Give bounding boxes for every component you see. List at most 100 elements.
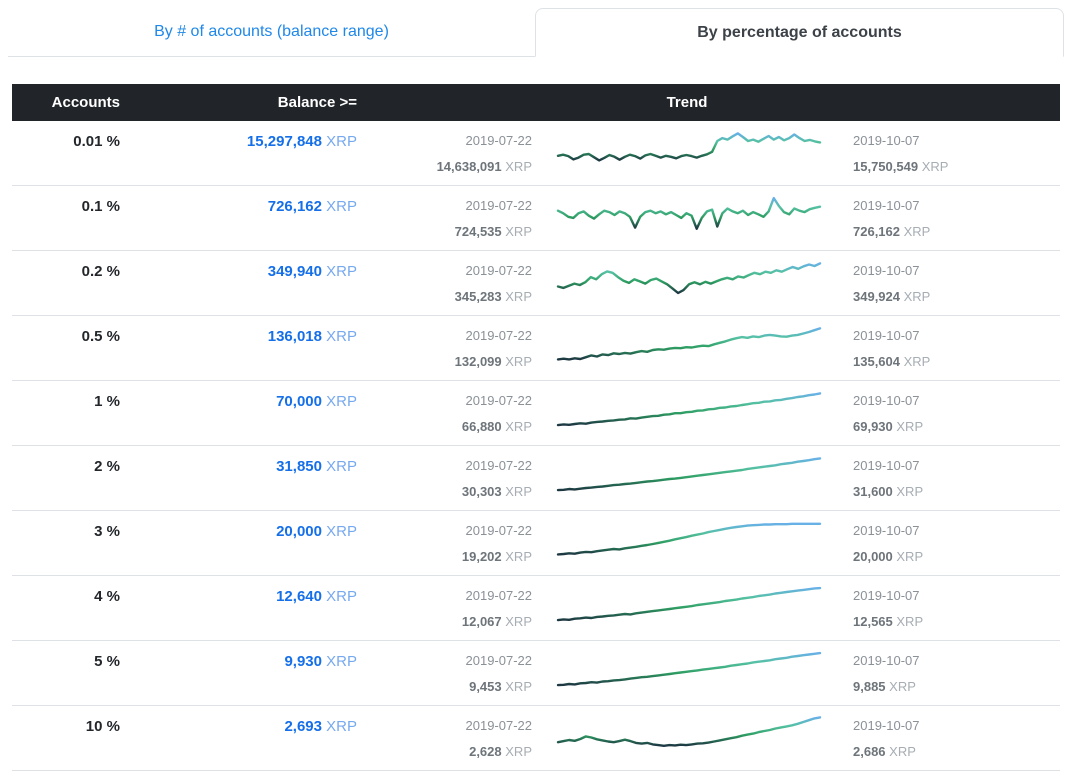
trend-sparkline-chart <box>556 327 822 361</box>
trend-end-cell: 2019-10-07 12,565 XRP <box>842 576 1060 640</box>
table-row: 2 % 31,850 XRP 2019-07-22 30,303 XRP 201… <box>12 446 1060 511</box>
end-value-line: 349,924 XRP <box>853 287 1060 307</box>
balance-cell: 31,850 XRP <box>120 446 357 510</box>
end-unit: XRP <box>921 159 949 174</box>
balance-link[interactable]: 31,850 XRP <box>276 458 357 475</box>
trend-end-cell: 2019-10-07 135,604 XRP <box>842 316 1060 380</box>
start-date: 2019-07-22 <box>465 458 533 473</box>
end-value-line: 15,750,549 XRP <box>853 157 1060 177</box>
trend-sparkline-chart <box>556 196 822 230</box>
balance-link[interactable]: 15,297,848 XRP <box>247 133 357 150</box>
start-value: 345,283 <box>454 289 502 304</box>
balance-cell: 15,297,848 XRP <box>120 121 357 185</box>
end-value-line: 12,565 XRP <box>853 612 1060 632</box>
start-value-line: 19,202 XRP <box>357 547 532 567</box>
accounts-percent: 2 % <box>94 458 120 475</box>
balance-cell: 2,693 XRP <box>120 706 357 770</box>
trend-start-cell: 2019-07-22 19,202 XRP <box>357 511 532 575</box>
trend-start-cell: 2019-07-22 132,099 XRP <box>357 316 532 380</box>
header-trend: Trend <box>666 94 708 111</box>
balance-unit: XRP <box>326 133 357 150</box>
end-date: 2019-10-07 <box>853 458 920 473</box>
balance-link[interactable]: 726,162 XRP <box>268 198 357 215</box>
end-date: 2019-10-07 <box>853 588 920 603</box>
trend-sparkline-chart <box>556 586 822 622</box>
start-unit: XRP <box>505 419 532 434</box>
trend-sparkline-chart <box>556 651 822 687</box>
start-date: 2019-07-22 <box>465 263 533 278</box>
balance-cell: 349,940 XRP <box>120 251 357 315</box>
balance-link[interactable]: 136,018 XRP <box>268 328 357 345</box>
trend-end-cell: 2019-10-07 69,930 XRP <box>842 381 1060 445</box>
trend-cell <box>532 381 842 445</box>
balance-cell: 70,000 XRP <box>120 381 357 445</box>
accounts-percent: 5 % <box>94 653 120 670</box>
balance-link[interactable]: 70,000 XRP <box>276 393 357 410</box>
start-value: 19,202 <box>461 549 502 564</box>
end-value: 349,924 <box>853 289 900 304</box>
table-row: 5 % 9,930 XRP 2019-07-22 9,453 XRP 2019-… <box>12 641 1060 706</box>
end-value-line: 726,162 XRP <box>853 222 1060 242</box>
tab-by-number-of-accounts[interactable]: By # of accounts (balance range) <box>8 8 535 57</box>
start-date: 2019-07-22 <box>465 588 533 603</box>
start-date: 2019-07-22 <box>465 133 533 148</box>
end-value-line: 2,686 XRP <box>853 742 1060 762</box>
trend-start-cell: 2019-07-22 9,453 XRP <box>357 641 533 705</box>
table-body: 0.01 % 15,297,848 XRP 2019-07-22 14,638,… <box>12 121 1060 771</box>
trend-end-cell: 2019-10-07 726,162 XRP <box>842 186 1060 250</box>
trend-cell <box>532 706 842 770</box>
trend-start-cell: 2019-07-22 12,067 XRP <box>357 576 532 640</box>
rich-stats-table: Accounts Balance >= Trend 0.01 % 15,297,… <box>12 84 1060 771</box>
start-value-line: 66,880 XRP <box>357 417 532 437</box>
table-row: 1 % 70,000 XRP 2019-07-22 66,880 XRP 201… <box>12 381 1060 446</box>
start-value-line: 724,535 XRP <box>357 222 532 242</box>
balance-cell: 136,018 XRP <box>120 316 357 380</box>
start-unit: XRP <box>505 744 532 759</box>
end-unit: XRP <box>896 484 924 499</box>
balance-value: 12,640 <box>276 588 322 605</box>
accounts-percent: 10 % <box>85 718 120 735</box>
trend-start-cell: 2019-07-22 2,628 XRP <box>357 706 533 770</box>
start-unit: XRP <box>505 289 532 304</box>
balance-link[interactable]: 9,930 XRP <box>284 653 357 670</box>
balance-link[interactable]: 20,000 XRP <box>276 523 357 540</box>
balance-value: 20,000 <box>276 523 322 540</box>
trend-cell <box>532 251 842 315</box>
start-value-line: 30,303 XRP <box>357 482 532 502</box>
start-value-line: 345,283 XRP <box>357 287 532 307</box>
trend-cell <box>532 316 842 380</box>
balance-value: 9,930 <box>284 653 322 670</box>
trend-sparkline-chart <box>556 262 822 295</box>
trend-start-cell: 2019-07-22 345,283 XRP <box>357 251 532 315</box>
accounts-percent: 0.5 % <box>81 328 120 345</box>
tab-by-percentage-of-accounts[interactable]: By percentage of accounts <box>535 8 1064 57</box>
balance-unit: XRP <box>326 718 357 735</box>
balance-link[interactable]: 12,640 XRP <box>276 588 357 605</box>
table-row: 0.01 % 15,297,848 XRP 2019-07-22 14,638,… <box>12 121 1060 186</box>
trend-end-cell: 2019-10-07 31,600 XRP <box>842 446 1060 510</box>
accounts-percent: 0.2 % <box>81 263 120 280</box>
end-date: 2019-10-07 <box>853 393 920 408</box>
end-date: 2019-10-07 <box>853 523 920 538</box>
balance-link[interactable]: 349,940 XRP <box>268 263 357 280</box>
start-value-line: 2,628 XRP <box>357 742 532 762</box>
trend-cell <box>532 121 842 185</box>
balance-unit: XRP <box>326 588 357 605</box>
end-value: 69,930 <box>853 419 893 434</box>
balance-link[interactable]: 2,693 XRP <box>284 718 357 735</box>
end-value: 15,750,549 <box>853 159 919 174</box>
table-header: Accounts Balance >= Trend <box>12 84 1060 121</box>
trend-end-cell: 2019-10-07 15,750,549 XRP <box>842 121 1060 185</box>
trend-end-cell: 2019-10-07 349,924 XRP <box>842 251 1060 315</box>
start-unit: XRP <box>505 224 532 239</box>
start-value: 2,628 <box>469 744 502 759</box>
trend-start-cell: 2019-07-22 30,303 XRP <box>357 446 532 510</box>
table-row: 0.1 % 726,162 XRP 2019-07-22 724,535 XRP… <box>12 186 1060 251</box>
start-date: 2019-07-22 <box>465 718 533 733</box>
trend-cell <box>532 641 842 705</box>
start-value: 30,303 <box>461 484 502 499</box>
start-date: 2019-07-22 <box>465 198 533 213</box>
trend-sparkline-chart <box>556 132 822 162</box>
balance-value: 15,297,848 <box>246 133 322 150</box>
trend-sparkline-chart <box>556 457 822 492</box>
